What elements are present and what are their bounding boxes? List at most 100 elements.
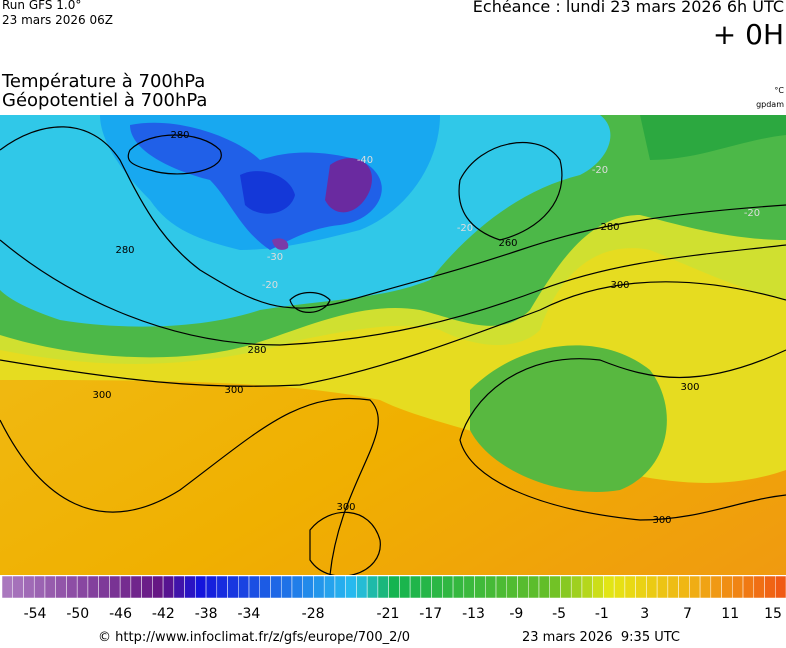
colorbar-tick-label: -13 bbox=[462, 606, 485, 622]
colorbar-swatch bbox=[345, 575, 357, 599]
contour-label: 300 bbox=[652, 515, 671, 526]
colorbar-tick-label: -54 bbox=[24, 606, 47, 622]
colorbar-swatch bbox=[442, 575, 454, 599]
colorbar-tick-label: -28 bbox=[302, 606, 325, 622]
colorbar-swatch bbox=[44, 575, 56, 599]
colorbar-swatch bbox=[732, 575, 744, 599]
colorbar-swatch bbox=[356, 575, 368, 599]
colorbar-swatch bbox=[173, 575, 185, 599]
colorbar-tick-label: -5 bbox=[552, 606, 566, 622]
contour-label: 280 bbox=[170, 130, 189, 141]
colorbar-swatch bbox=[463, 575, 475, 599]
colorbar-swatch bbox=[699, 575, 712, 599]
colorbar-swatch bbox=[753, 575, 765, 599]
colorbar-tick-label: -50 bbox=[66, 606, 89, 622]
colorbar-swatch bbox=[323, 575, 336, 599]
unit-geopotential: gpdam bbox=[756, 100, 784, 109]
colorbar-swatch bbox=[495, 575, 508, 599]
colorbar-swatch bbox=[560, 575, 572, 599]
colorbar-swatch bbox=[710, 575, 722, 599]
colorbar-tick-label: -9 bbox=[509, 606, 523, 622]
contour-label: -20 bbox=[262, 280, 278, 291]
colorbar-swatch bbox=[313, 575, 325, 599]
colorbar-swatch bbox=[248, 575, 261, 599]
unit-temperature: °C bbox=[774, 86, 784, 95]
colorbar-swatch bbox=[98, 575, 110, 599]
colorbar-swatch bbox=[474, 575, 486, 599]
colorbar-swatch bbox=[130, 575, 142, 599]
colorbar-swatch bbox=[195, 575, 207, 599]
colorbar-swatch bbox=[742, 575, 755, 599]
colorbar-swatch bbox=[141, 575, 153, 599]
contour-label: 300 bbox=[336, 502, 355, 513]
colorbar-swatch bbox=[280, 575, 293, 599]
contour-label: 280 bbox=[600, 222, 619, 233]
colorbar-swatch bbox=[409, 575, 422, 599]
contour-label: -40 bbox=[357, 155, 373, 166]
colorbar-swatch bbox=[55, 575, 67, 599]
contour-label: -20 bbox=[744, 208, 760, 219]
contour-label: 300 bbox=[680, 382, 699, 393]
colorbar-swatch bbox=[377, 575, 389, 599]
temperature-field: 280 280 260 280 280 300 300 300 300 300 300 -40 -30 -… bbox=[0, 115, 786, 575]
source-link[interactable]: © http://www.infoclimat.fr/z/gfs/europe/… bbox=[98, 630, 411, 645]
colorbar-tick-label: 11 bbox=[721, 606, 739, 622]
colorbar-swatch bbox=[646, 575, 658, 599]
colorbar-swatch bbox=[775, 575, 786, 599]
colorbar-swatch bbox=[152, 575, 164, 599]
colorbar-swatch bbox=[549, 575, 561, 599]
colorbar-swatch bbox=[581, 575, 593, 599]
colorbar-tick-label: 15 bbox=[764, 606, 782, 622]
run-date: 23 mars 2026 06Z bbox=[2, 13, 113, 27]
contour-label: 300 bbox=[92, 390, 111, 401]
contour-label: -30 bbox=[267, 252, 283, 263]
colorbar-swatch bbox=[656, 575, 669, 599]
colorbar-swatch bbox=[689, 575, 701, 599]
colorbar-swatch bbox=[399, 575, 411, 599]
colorbar-swatch bbox=[216, 575, 228, 599]
contour-label: 300 bbox=[224, 385, 243, 396]
colorbar-swatch bbox=[302, 575, 314, 599]
colorbar-tick-label: -42 bbox=[152, 606, 175, 622]
colorbar-swatch bbox=[119, 575, 132, 599]
colorbar-swatch bbox=[431, 575, 443, 599]
colorbar-swatch bbox=[721, 575, 733, 599]
colorbar-swatch bbox=[66, 575, 78, 599]
colorbar-swatch bbox=[592, 575, 604, 599]
title-geopotential: Géopotentiel à 700hPa bbox=[2, 90, 208, 111]
colorbar-swatch bbox=[570, 575, 583, 599]
contour-label: 280 bbox=[247, 345, 266, 356]
colorbar-swatch bbox=[635, 575, 647, 599]
colorbar-swatch bbox=[184, 575, 196, 599]
colorbar-swatch bbox=[678, 575, 690, 599]
colorbar-tick-label: 3 bbox=[640, 606, 649, 622]
colorbar-tick-label: -34 bbox=[237, 606, 260, 622]
colorbar-swatch bbox=[366, 575, 379, 599]
colorbar-swatch bbox=[667, 575, 679, 599]
colorbar-swatch bbox=[764, 575, 776, 599]
contour-label: -20 bbox=[457, 223, 473, 234]
colorbar-swatch bbox=[87, 575, 99, 599]
contour-label: -20 bbox=[592, 165, 608, 176]
colorbar-swatch bbox=[603, 575, 615, 599]
colorbar-swatch bbox=[12, 575, 24, 599]
colorbar-swatch bbox=[270, 575, 282, 599]
colorbar-swatch bbox=[420, 575, 432, 599]
contour-label: 280 bbox=[115, 245, 134, 256]
colorbar-tick-label: 7 bbox=[683, 606, 692, 622]
colorbar-swatch bbox=[238, 575, 250, 599]
colorbar-tick-label: -17 bbox=[419, 606, 442, 622]
title-temperature: Température à 700hPa bbox=[2, 71, 206, 92]
colorbar-tick-label: -46 bbox=[109, 606, 132, 622]
colorbar-swatch bbox=[33, 575, 46, 599]
colorbar-swatch bbox=[334, 575, 346, 599]
colorbar-swatch bbox=[517, 575, 529, 599]
forecast-time: Echéance : lundi 23 mars 2026 6h UTC bbox=[472, 0, 784, 16]
colorbar-tick-label: -21 bbox=[377, 606, 400, 622]
colorbar-swatch bbox=[452, 575, 465, 599]
colorbar-swatch bbox=[527, 575, 540, 599]
colorbar-swatch bbox=[388, 575, 400, 599]
run-label: Run GFS 1.0° bbox=[2, 0, 82, 12]
colorbar-swatch bbox=[485, 575, 497, 599]
